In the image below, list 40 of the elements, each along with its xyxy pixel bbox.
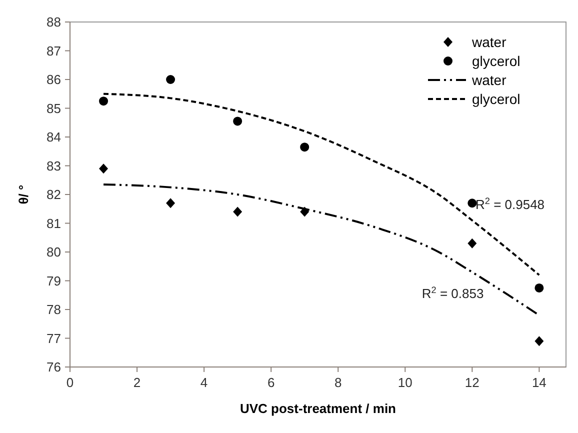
x-tick-label: 8 bbox=[334, 375, 342, 390]
point bbox=[534, 283, 544, 292]
y-tick-label: 85 bbox=[46, 100, 61, 116]
annotation: R$^{2}$ = 0.9548 bbox=[476, 196, 545, 212]
legend-label: glycerol bbox=[472, 91, 520, 107]
y-tick-label: 86 bbox=[46, 72, 61, 87]
y-tick-label: 78 bbox=[46, 302, 61, 317]
point bbox=[468, 238, 477, 248]
point bbox=[233, 116, 242, 126]
point bbox=[233, 206, 242, 217]
y-tick-label: 81 bbox=[46, 216, 61, 231]
x-tick-label: 10 bbox=[398, 375, 412, 390]
y-tick-label: 82 bbox=[46, 187, 61, 202]
y-tick-label: 87 bbox=[46, 43, 61, 58]
y-tick-label: 88 bbox=[46, 14, 61, 30]
point bbox=[166, 198, 176, 208]
point bbox=[166, 75, 176, 84]
point bbox=[99, 164, 108, 174]
y-tick-label: 84 bbox=[46, 130, 61, 144]
y-tick-label: 76 bbox=[46, 360, 61, 374]
x-tick-label: 0 bbox=[66, 375, 74, 390]
point bbox=[468, 198, 477, 208]
x-tick-label: 2 bbox=[133, 375, 141, 390]
x-axis-title: UVC post-treatment / min bbox=[240, 401, 396, 416]
legend-label: glycerol bbox=[472, 53, 520, 69]
y-tick-label: 79 bbox=[46, 273, 61, 288]
y-tick-label: 83 bbox=[46, 158, 61, 174]
point bbox=[99, 96, 108, 106]
x-tick-label: 14 bbox=[532, 375, 546, 390]
x-tick-label: 6 bbox=[267, 375, 275, 390]
legend-label: water bbox=[471, 34, 507, 50]
x-tick-label: 12 bbox=[464, 375, 480, 390]
y-tick-label: 77 bbox=[46, 330, 61, 346]
x-tick-label: 4 bbox=[200, 375, 208, 390]
y-tick-label: 80 bbox=[46, 244, 61, 260]
y-axis-title: θ/ ° bbox=[16, 184, 31, 204]
point bbox=[300, 142, 310, 152]
legend-label: water bbox=[471, 72, 507, 88]
annotation: R$^{2}$ = 0.853 bbox=[422, 285, 484, 301]
point bbox=[534, 336, 544, 346]
